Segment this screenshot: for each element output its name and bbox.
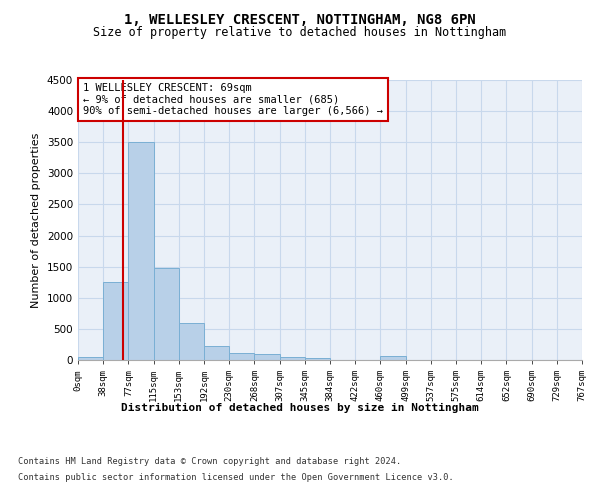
Bar <box>179 322 204 360</box>
Bar <box>204 346 229 360</box>
Text: 1 WELLESLEY CRESCENT: 69sqm
← 9% of detached houses are smaller (685)
90% of sem: 1 WELLESLEY CRESCENT: 69sqm ← 9% of deta… <box>83 83 383 116</box>
Bar <box>254 354 280 360</box>
Bar <box>305 358 330 360</box>
Bar <box>128 142 154 360</box>
Y-axis label: Number of detached properties: Number of detached properties <box>31 132 41 308</box>
Bar <box>380 356 406 360</box>
Text: Contains public sector information licensed under the Open Government Licence v3: Contains public sector information licen… <box>18 472 454 482</box>
Text: 1, WELLESLEY CRESCENT, NOTTINGHAM, NG8 6PN: 1, WELLESLEY CRESCENT, NOTTINGHAM, NG8 6… <box>124 12 476 26</box>
Text: Contains HM Land Registry data © Crown copyright and database right 2024.: Contains HM Land Registry data © Crown c… <box>18 458 401 466</box>
Bar <box>280 357 305 360</box>
Bar <box>229 352 254 360</box>
Bar <box>154 268 179 360</box>
Text: Size of property relative to detached houses in Nottingham: Size of property relative to detached ho… <box>94 26 506 39</box>
Bar <box>103 282 128 360</box>
Text: Distribution of detached houses by size in Nottingham: Distribution of detached houses by size … <box>121 402 479 412</box>
Bar <box>78 357 103 360</box>
